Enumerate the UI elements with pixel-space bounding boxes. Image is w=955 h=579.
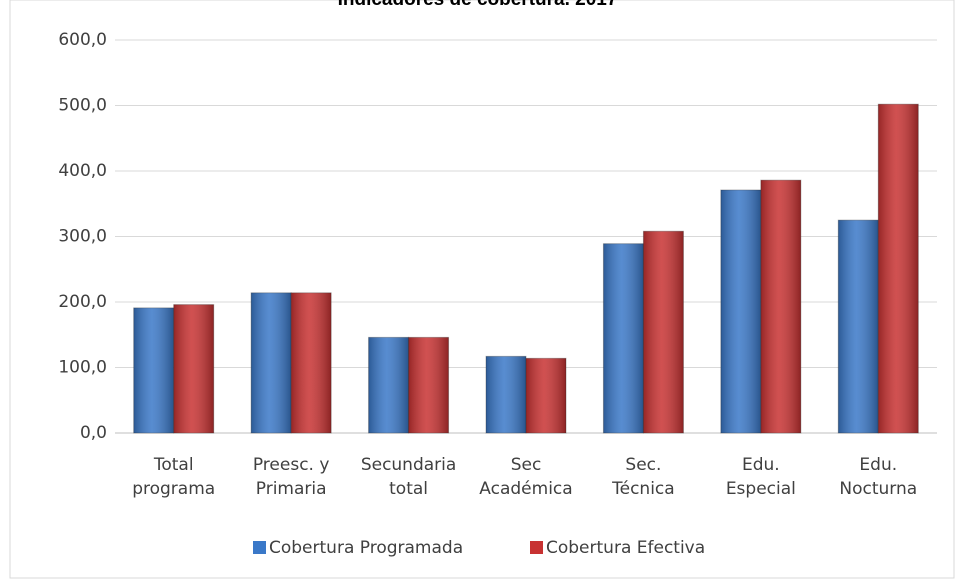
bar-shade	[603, 243, 644, 433]
bar-shade	[526, 358, 566, 433]
x-tick-label: Edu. Nocturna	[839, 455, 918, 499]
bar-shade	[133, 307, 174, 433]
bar-shade	[838, 220, 879, 433]
x-tick-label: Secundaria total	[360, 455, 457, 499]
x-tick-label: Total programa	[132, 455, 216, 499]
bar-shade	[643, 231, 684, 433]
bar-shade	[760, 180, 801, 433]
y-tick-label: 300,0	[58, 227, 107, 247]
x-tick-label: Preesc. y Primaria	[252, 455, 330, 499]
bar-shade	[291, 292, 332, 433]
bar-shade	[173, 304, 214, 433]
y-tick-label: 100,0	[58, 358, 107, 378]
chart-frame	[9, 0, 955, 579]
legend-swatch	[253, 541, 266, 554]
x-tick-label: Sec. Técnica	[612, 455, 675, 499]
x-tick-label: Edu. Especial	[725, 455, 796, 499]
y-tick-label: 0,0	[80, 423, 107, 443]
legend-label: Cobertura Efectiva	[546, 538, 705, 558]
legend-swatch	[530, 541, 543, 554]
y-tick-label: 200,0	[58, 292, 107, 312]
bar-shade	[251, 292, 292, 433]
x-tick-label: Sec Académica	[479, 455, 573, 499]
bar-shade	[720, 189, 761, 433]
bar-shade	[368, 337, 409, 433]
legend-label: Cobertura Programada	[269, 538, 463, 558]
y-tick-label: 500,0	[58, 96, 107, 116]
y-tick-label: 600,0	[58, 30, 107, 50]
chart-title: Indicadores de cobertura. 2017	[0, 0, 955, 11]
bar-shade	[486, 356, 526, 433]
y-tick-label: 400,0	[58, 161, 107, 181]
bar-shade	[878, 104, 919, 433]
bar-shade	[408, 337, 449, 433]
